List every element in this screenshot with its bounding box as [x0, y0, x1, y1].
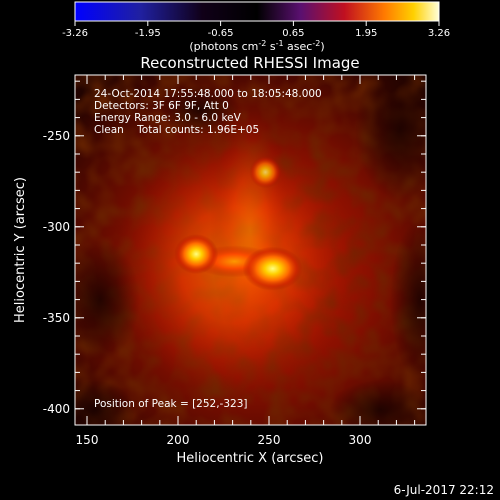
colorbar: -3.26 -1.95 -0.65 0.65 1.95 3.26 (photons cm-… — [62, 1, 450, 53]
rhessi-image — [75, 75, 426, 425]
plot-title: Reconstructed RHESSI Image — [140, 54, 359, 72]
y-axis: -250 -300 -350 -400 — [43, 80, 426, 416]
colorbar-ticks: -3.26 -1.95 -0.65 0.65 1.95 3.26 — [62, 21, 450, 39]
colorbar-tick-label: 0.65 — [282, 28, 304, 39]
colorbar-units: (photons cm-2 s-1 asec-2) — [189, 39, 324, 53]
x-tick-label: 200 — [167, 433, 190, 447]
footer-date: 6-Jul-2017 22:12 — [394, 483, 494, 497]
info-clean-counts: Clean Total counts: 1.96E+05 — [94, 124, 259, 136]
x-tick-label: 300 — [349, 433, 372, 447]
colorbar-tick-label: -1.95 — [135, 28, 161, 39]
y-tick-label: -300 — [43, 220, 70, 234]
info-time-range: 24-Oct-2014 17:55:48.000 to 18:05:48.000 — [94, 88, 322, 100]
colorbar-tick-label: 3.26 — [428, 28, 450, 39]
y-tick-label: -250 — [43, 129, 70, 143]
source-peak — [242, 246, 303, 291]
source-north — [249, 156, 282, 189]
x-tick-label: 150 — [76, 433, 99, 447]
colorbar-tick-label: -3.26 — [62, 28, 88, 39]
info-energy-range: Energy Range: 3.0 - 6.0 keV — [94, 112, 242, 124]
source-west — [174, 234, 219, 275]
colorbar-tick-label: 1.95 — [355, 28, 377, 39]
x-axis-label: Heliocentric X (arcsec) — [177, 451, 324, 466]
peak-position-label: Position of Peak = [252,-323] — [94, 398, 248, 410]
colorbar-tick-label: -0.65 — [208, 28, 234, 39]
y-tick-label: -350 — [43, 311, 70, 325]
info-detectors: Detectors: 3F 6F 9F, Att 0 — [94, 100, 229, 112]
y-tick-label: -400 — [43, 402, 70, 416]
info-block: 24-Oct-2014 17:55:48.000 to 18:05:48.000… — [94, 88, 322, 136]
y-axis-label: Heliocentric Y (arcsec) — [13, 177, 28, 323]
x-tick-label: 250 — [258, 433, 281, 447]
x-axis: 150 200 250 300 — [76, 75, 416, 447]
colorbar-gradient — [74, 1, 440, 22]
